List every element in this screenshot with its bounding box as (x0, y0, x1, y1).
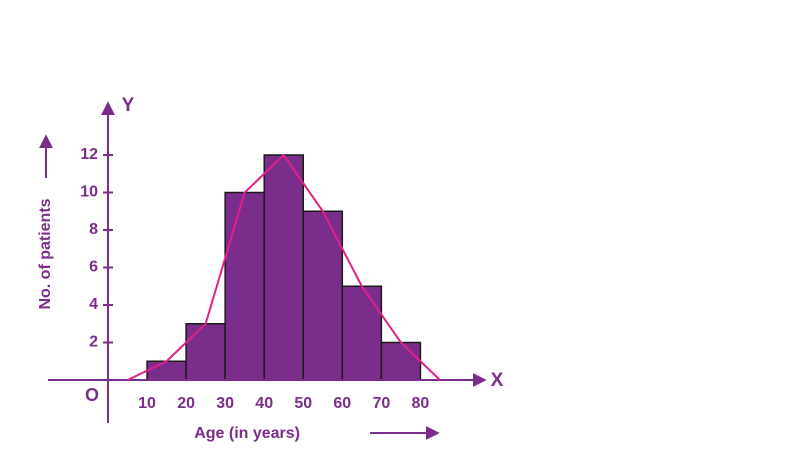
y-tick-label: 2 (89, 334, 98, 351)
frequency-polygon (127, 153, 441, 381)
plot-area (146, 154, 422, 381)
bar (302, 210, 344, 381)
y-tick-label: 8 (89, 221, 98, 238)
x-tick-label: 60 (333, 395, 351, 412)
x-axis-label: Age (in years) (194, 425, 300, 442)
bar (185, 323, 226, 381)
bar (380, 341, 422, 381)
bar (224, 191, 265, 381)
y-tick-label: 4 (89, 296, 98, 313)
y-axis-label: No. of patients (37, 198, 54, 309)
bar (341, 285, 383, 381)
y-axis-name: Y (122, 95, 135, 116)
origin-label: O (85, 385, 99, 405)
y-tick-label: 12 (80, 146, 98, 163)
bar (146, 360, 187, 381)
y-tick-label: 6 (89, 259, 98, 276)
x-tick-label: 50 (294, 395, 312, 412)
y-tick-label: 10 (80, 184, 98, 201)
x-tick-label: 20 (177, 395, 195, 412)
x-tick-label: 40 (255, 395, 273, 412)
x-tick-label: 10 (138, 395, 156, 412)
bar (263, 154, 305, 381)
x-tick-label: 30 (216, 395, 234, 412)
x-tick-label: 80 (412, 395, 430, 412)
x-tick-label: 70 (372, 395, 390, 412)
x-axis-name: X (491, 370, 504, 391)
